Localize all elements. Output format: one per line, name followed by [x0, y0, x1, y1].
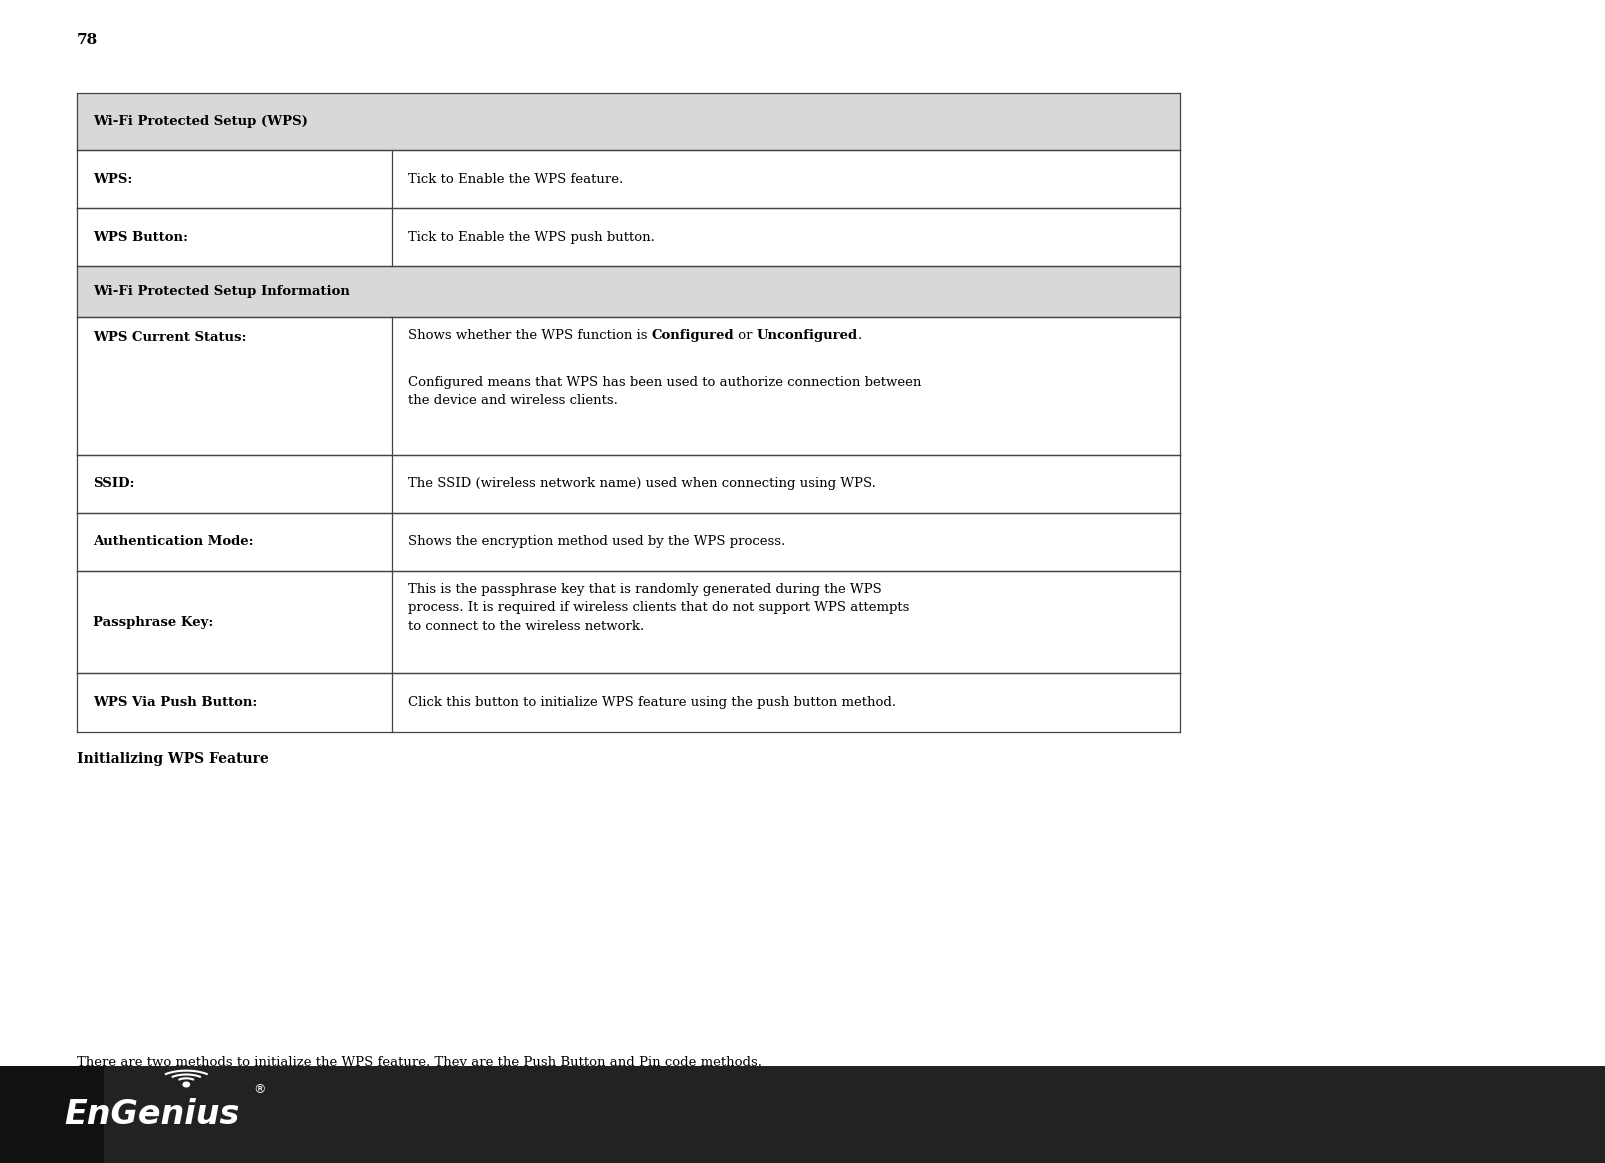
- Text: WPS Button:: WPS Button:: [93, 230, 188, 244]
- Text: Tick to Enable the WPS feature.: Tick to Enable the WPS feature.: [408, 172, 623, 186]
- Text: .: .: [857, 329, 862, 342]
- Text: Shows the encryption method used by the WPS process.: Shows the encryption method used by the …: [408, 535, 785, 549]
- Text: Wi-Fi Protected Setup Information: Wi-Fi Protected Setup Information: [93, 285, 350, 299]
- Text: WPS:: WPS:: [93, 172, 133, 186]
- Text: Unconfigured: Unconfigured: [756, 329, 857, 342]
- Text: SSID:: SSID:: [93, 477, 135, 491]
- Bar: [77, 455, 1180, 513]
- Bar: [77, 150, 1180, 208]
- Bar: [77, 673, 1180, 732]
- Text: Passphrase Key:: Passphrase Key:: [93, 615, 213, 629]
- Text: EnGenius: EnGenius: [64, 1098, 239, 1132]
- Text: Configured means that WPS has been used to authorize connection between
the devi: Configured means that WPS has been used …: [408, 376, 920, 407]
- Bar: [0, 1066, 104, 1163]
- Bar: [77, 317, 1180, 455]
- Text: Authentication Mode:: Authentication Mode:: [93, 535, 254, 549]
- Text: Initializing WPS Feature: Initializing WPS Feature: [77, 752, 268, 766]
- Text: WPS Current Status:: WPS Current Status:: [93, 331, 247, 344]
- Bar: [0, 1066, 1605, 1163]
- Text: Click this button to initialize WPS feature using the push button method.: Click this button to initialize WPS feat…: [408, 695, 896, 709]
- Bar: [77, 571, 1180, 673]
- Text: Tick to Enable the WPS push button.: Tick to Enable the WPS push button.: [408, 230, 655, 244]
- Bar: [77, 208, 1180, 266]
- Text: The SSID (wireless network name) used when connecting using WPS.: The SSID (wireless network name) used wh…: [408, 477, 875, 491]
- Bar: [77, 266, 1180, 317]
- Text: ®: ®: [254, 1083, 266, 1096]
- Bar: [77, 93, 1180, 150]
- Text: WPS Via Push Button:: WPS Via Push Button:: [93, 695, 257, 709]
- Text: Wi-Fi Protected Setup (WPS): Wi-Fi Protected Setup (WPS): [93, 115, 308, 128]
- Text: or: or: [733, 329, 756, 342]
- Text: Configured: Configured: [652, 329, 733, 342]
- Text: This is the passphrase key that is randomly generated during the WPS
process. It: This is the passphrase key that is rando…: [408, 583, 908, 633]
- Circle shape: [183, 1082, 189, 1086]
- Text: Shows whether the WPS function is: Shows whether the WPS function is: [408, 329, 652, 342]
- Text: 78: 78: [77, 33, 98, 47]
- Text: There are two methods to initialize the WPS feature. They are the Push Button an: There are two methods to initialize the …: [77, 1056, 762, 1069]
- Bar: [77, 513, 1180, 571]
